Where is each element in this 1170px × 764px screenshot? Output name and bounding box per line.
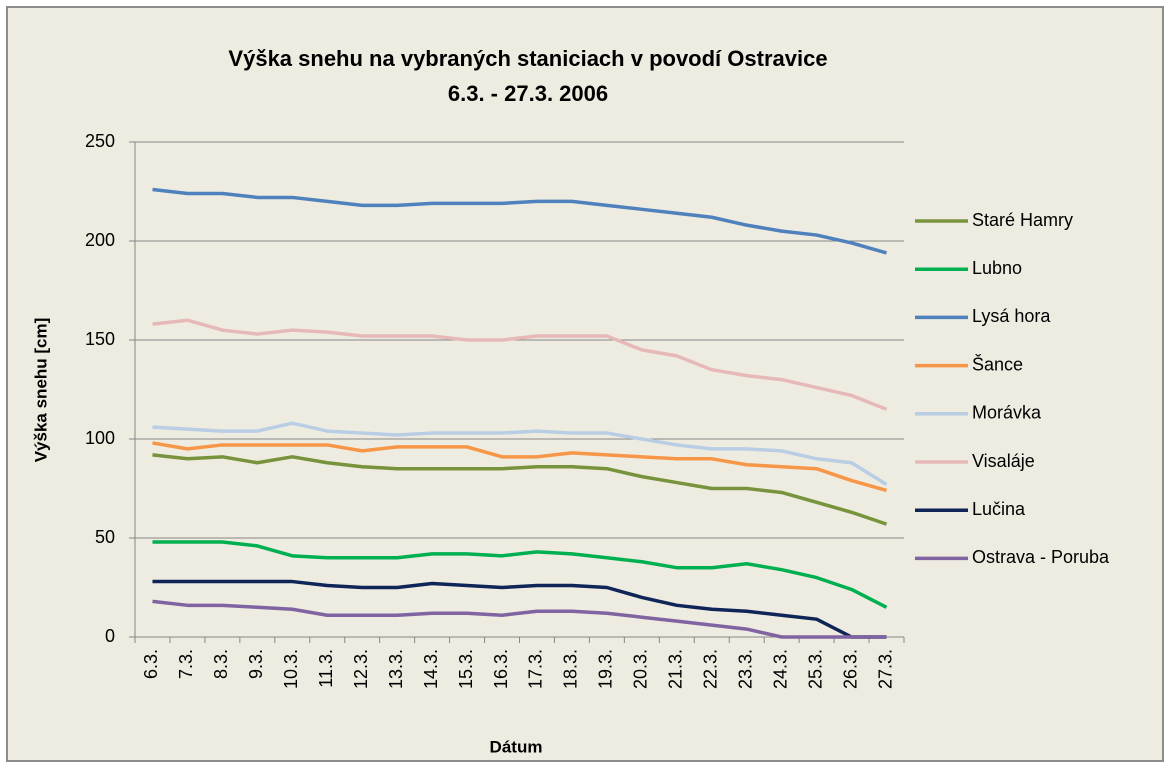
x-tick-label: 17.3.	[526, 649, 546, 689]
x-tick-label: 12.3.	[351, 649, 371, 689]
x-tick-label: 16.3.	[491, 649, 511, 689]
x-tick-label: 24.3.	[770, 649, 790, 689]
chart-background	[6, 6, 1164, 762]
legend-label: Lubno	[972, 258, 1022, 278]
y-tick-label: 50	[95, 527, 115, 547]
y-tick-label: 200	[85, 230, 115, 250]
y-tick-label: 250	[85, 131, 115, 151]
x-tick-label: 26.3.	[840, 649, 860, 689]
chart-subtitle: 6.3. - 27.3. 2006	[448, 81, 608, 106]
y-tick-label: 100	[85, 428, 115, 448]
x-tick-label: 23.3.	[735, 649, 755, 689]
series-line	[152, 599, 887, 639]
legend-label: Visaláje	[972, 451, 1035, 471]
legend-label: Ostrava - Poruba	[972, 547, 1110, 567]
series-line	[152, 579, 887, 639]
chart-title: Výška snehu na vybraných staniciach v po…	[228, 46, 827, 71]
x-tick-label: 21.3.	[666, 649, 686, 689]
x-tick-label: 10.3.	[281, 649, 301, 689]
x-tick-label: 25.3.	[805, 649, 825, 689]
legend-label: Staré Hamry	[972, 210, 1073, 230]
x-tick-label: 27.3.	[875, 649, 895, 689]
x-tick-label: 9.3.	[246, 649, 266, 679]
series-line	[152, 453, 888, 526]
series-line	[152, 421, 888, 487]
series-line	[152, 540, 888, 609]
x-tick-label: 18.3.	[561, 649, 581, 689]
series-line	[152, 187, 887, 255]
y-axis-title: Výška snehu [cm]	[31, 318, 50, 463]
x-tick-label: 22.3.	[701, 649, 721, 689]
x-tick-label: 14.3.	[421, 649, 441, 689]
x-tick-label: 6.3.	[141, 649, 161, 679]
y-tick-label: 150	[85, 329, 115, 349]
x-tick-label: 7.3.	[176, 649, 196, 679]
x-tick-label: 20.3.	[631, 649, 651, 689]
legend-label: Lysá hora	[972, 306, 1051, 326]
x-tick-label: 8.3.	[211, 649, 231, 679]
x-tick-label: 11.3.	[316, 649, 336, 688]
legend-label: Šance	[972, 353, 1023, 374]
series-line	[152, 318, 888, 411]
x-tick-label: 15.3.	[456, 649, 476, 689]
legend-label: Lučina	[972, 499, 1026, 519]
legend-label: Morávka	[972, 403, 1042, 423]
x-axis-title: Dátum	[490, 737, 543, 756]
x-tick-label: 13.3.	[386, 649, 406, 689]
series-line	[152, 441, 887, 493]
y-tick-label: 0	[105, 626, 115, 646]
x-tick-label: 19.3.	[596, 649, 616, 689]
